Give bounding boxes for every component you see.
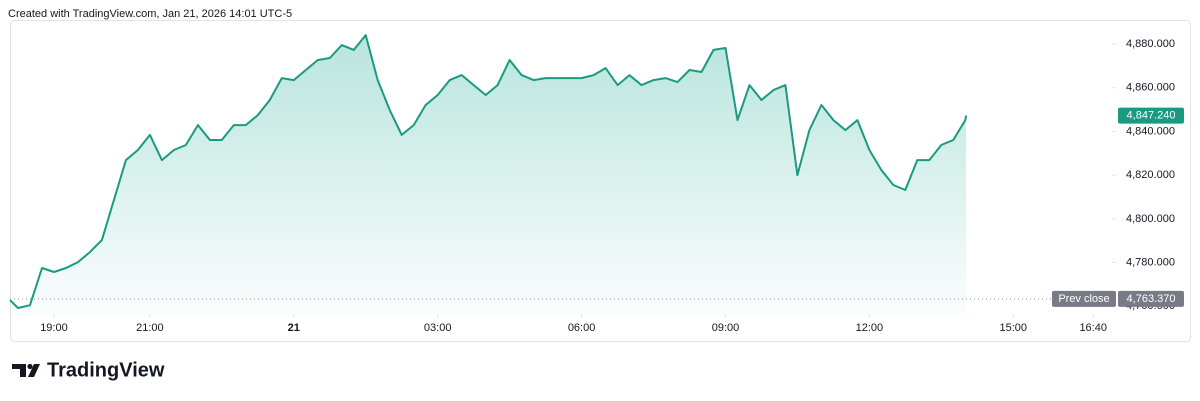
x-tick-label: 16:40 [1079, 322, 1107, 334]
y-tick-label: 4,780.000 [1126, 256, 1175, 268]
x-tick-label: 12:00 [856, 322, 884, 334]
x-tick-label: 21:00 [136, 322, 164, 334]
prev-close-label: 4,763.370 [1127, 293, 1176, 305]
x-tick-label: 15:00 [1000, 322, 1028, 334]
price-line [9, 34, 968, 309]
logo [12, 363, 40, 377]
brand: TradingView [47, 359, 165, 381]
x-tick-label: 06:00 [568, 322, 596, 334]
x-tick-label: 09:00 [712, 322, 740, 334]
chart-frame [10, 20, 1191, 342]
y-tick-label: 4,840.000 [1126, 125, 1175, 137]
y-tick-label: 4,860.000 [1126, 82, 1175, 94]
area-fill [10, 35, 967, 315]
last-price-box [1118, 107, 1184, 124]
y-tick-label: 4,800.000 [1126, 213, 1175, 225]
y-tick-label: 4,820.000 [1126, 169, 1175, 181]
x-tick-label: 03:00 [424, 322, 452, 334]
prev-close-name-box [1052, 290, 1116, 307]
credit: Created with TradingView.com, Jan 21, 20… [8, 8, 292, 20]
prev-close-box [1118, 290, 1184, 307]
x-tick-label: 21 [288, 322, 300, 334]
last-price-label: 4,847.240 [1127, 110, 1176, 122]
y-tick-label: 4,880.000 [1126, 38, 1175, 50]
prev-close-name: Prev close [1058, 293, 1109, 305]
x-tick-label: 19:00 [40, 322, 68, 334]
